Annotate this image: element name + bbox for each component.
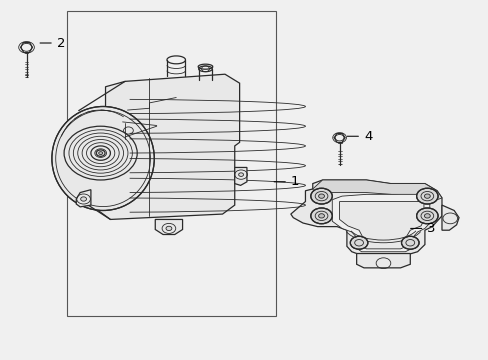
Circle shape [310, 188, 331, 204]
Ellipse shape [52, 107, 154, 211]
Polygon shape [98, 74, 239, 220]
Bar [66, 12, 276, 316]
Polygon shape [339, 202, 423, 249]
Circle shape [81, 197, 86, 201]
Text: 4: 4 [346, 130, 371, 143]
Circle shape [96, 150, 105, 156]
Circle shape [401, 236, 418, 249]
Circle shape [416, 188, 437, 204]
Polygon shape [331, 194, 429, 252]
Polygon shape [356, 253, 409, 268]
Circle shape [238, 173, 243, 176]
Circle shape [416, 208, 437, 224]
Circle shape [424, 214, 429, 218]
Circle shape [318, 194, 324, 198]
Text: 1: 1 [274, 175, 299, 188]
Circle shape [349, 236, 367, 249]
Polygon shape [155, 220, 182, 234]
Polygon shape [76, 190, 91, 207]
Circle shape [310, 208, 331, 224]
Polygon shape [312, 180, 441, 202]
Polygon shape [290, 180, 441, 255]
Circle shape [165, 226, 171, 230]
Text: 3: 3 [410, 222, 435, 235]
Circle shape [318, 214, 324, 218]
Text: 2: 2 [40, 36, 65, 50]
Circle shape [424, 194, 429, 198]
Polygon shape [441, 205, 458, 230]
Polygon shape [234, 167, 246, 185]
Circle shape [99, 152, 102, 154]
